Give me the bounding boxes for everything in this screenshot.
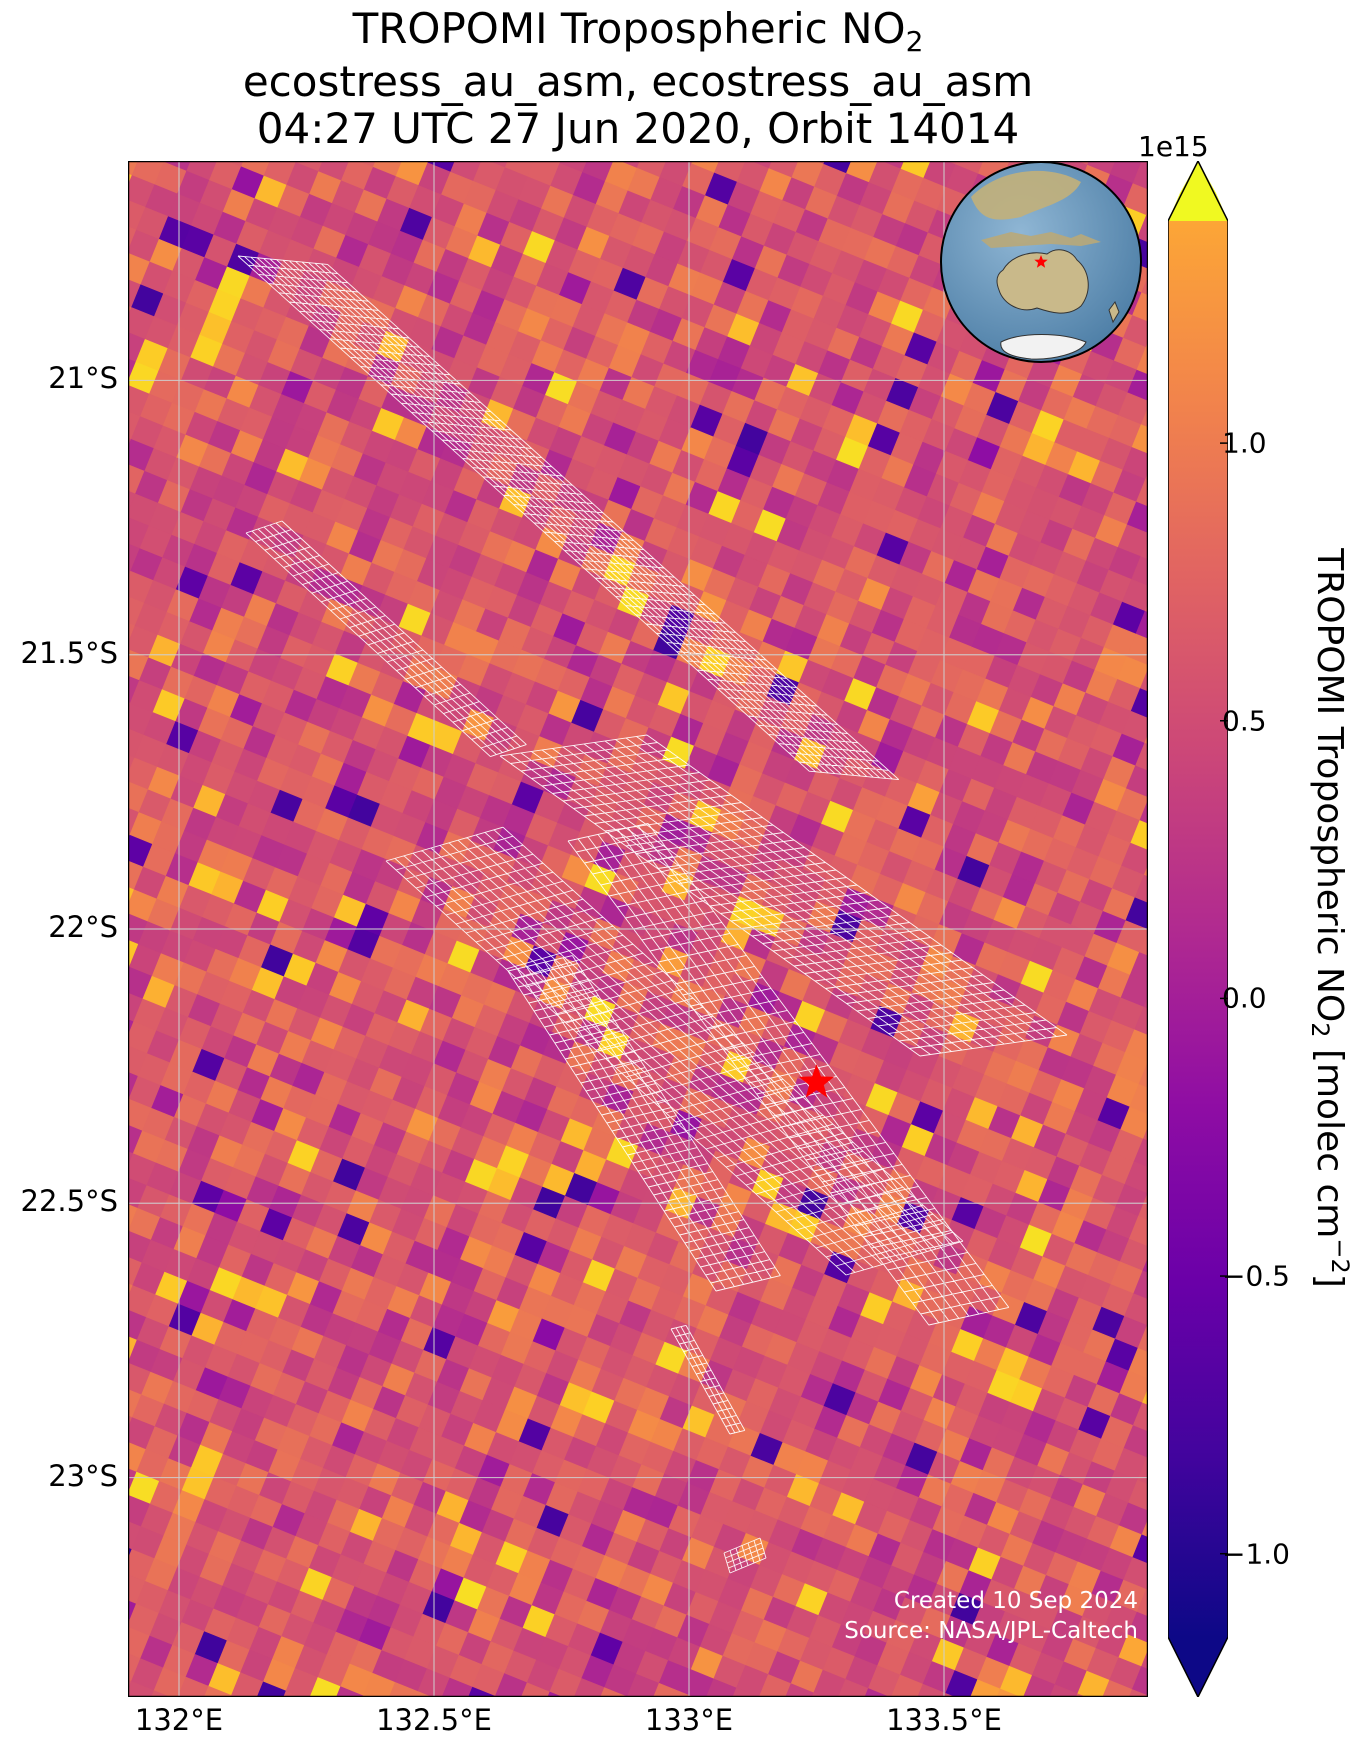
colorbar-tick-label: −0.5 [1222,1259,1290,1293]
colorbar-extend-min [1168,1637,1228,1697]
map-frame [128,161,1148,1697]
ecostress-swath-outlines [237,255,1068,1574]
colorbar-label: TROPOMI Tropospheric NO2 [molec cm−2] [1306,548,1354,1288]
latitude-label: 22.5°S [20,1184,118,1219]
globe-site-star-icon [1034,255,1048,268]
no2-map [128,161,1148,1697]
new-zealand [1108,300,1120,324]
colorbar-tick-marks [1220,442,1228,1555]
colorbar-tick-label: 0.5 [1222,704,1267,738]
colorbar-tick-label: −1.0 [1222,1537,1290,1571]
longitude-label: 132.5°E [376,1703,492,1737]
created-date-credit: Created 10 Sep 2024 [893,1588,1138,1614]
colorbar-extend-max [1168,193,1228,221]
indonesia-islands [981,232,1101,248]
colorbar-tick-label: 0.0 [1222,981,1267,1015]
colorbar-exponent: 1e15 [1138,130,1209,163]
latitude-label: 22°S [48,910,118,944]
map-title: TROPOMI Tropospheric NO2 [352,4,924,58]
latitude-label: 23°S [48,1458,118,1493]
colorbar [1168,161,1228,1697]
longitude-label: 133°E [644,1703,734,1737]
map-subtitle-targets: ecostress_au_asm, ecostress_au_asm [242,57,1034,106]
longitude-label: 133.5°E [886,1703,1002,1737]
map-subtitle-time-orbit: 04:27 UTC 27 Jun 2020, Orbit 14014 [256,104,1020,153]
inset-globe [940,161,1142,363]
graticule [128,161,1148,1697]
australia-landmass [996,249,1089,314]
site-star-icon [798,1064,835,1098]
asia-landmass [971,170,1081,220]
latitude-label: 21°S [48,361,118,396]
colorbar-gradient [1168,221,1228,1637]
source-credit: Source: NASA/JPL-Caltech [844,1618,1138,1644]
latitude-label: 21.5°S [20,635,118,670]
antarctica-landmass [1000,334,1087,360]
longitude-label: 132°E [134,1703,224,1737]
colorbar-tick-label: 1.0 [1222,426,1267,460]
no2-map-panel [128,161,1148,1697]
